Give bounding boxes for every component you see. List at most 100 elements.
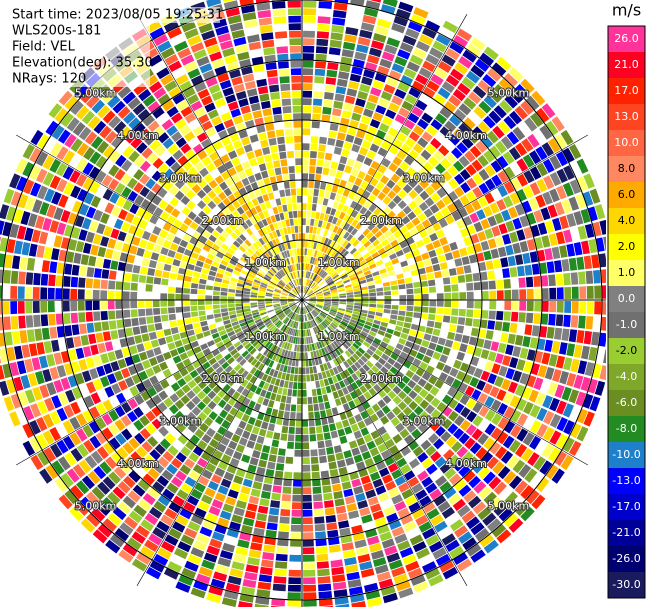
radar-gate <box>375 259 384 267</box>
radar-gate <box>202 184 212 194</box>
radar-gate <box>181 255 190 263</box>
radar-gate <box>306 210 311 218</box>
radar-gate <box>58 494 73 510</box>
radar-gate <box>152 126 165 138</box>
radar-gate <box>401 172 412 183</box>
radar-gate <box>456 446 468 458</box>
colorbar-tick-label: -6.0 <box>616 396 637 409</box>
radar-gate <box>340 396 347 405</box>
radar-gate <box>493 502 508 516</box>
radar-gate <box>136 552 151 565</box>
radar-gate <box>310 449 318 457</box>
radar-gate <box>111 383 122 395</box>
radar-gate <box>512 459 526 474</box>
radar-gate <box>315 380 321 388</box>
radar-gate <box>321 371 327 379</box>
radar-gate <box>404 277 413 284</box>
radar-gate <box>70 185 81 199</box>
radar-gate <box>319 455 327 464</box>
radar-gate <box>392 395 402 405</box>
radar-gate <box>227 378 236 387</box>
radar-gate <box>311 388 317 397</box>
radar-gate <box>112 250 121 261</box>
radar-gate <box>568 389 580 404</box>
radar-gate <box>293 382 298 390</box>
radar-gate <box>302 487 312 495</box>
radar-gate <box>164 204 175 214</box>
radar-gate <box>454 402 465 414</box>
radar-gate <box>369 143 380 153</box>
radar-gate <box>262 146 271 155</box>
radar-gate <box>220 112 232 122</box>
radar-gate <box>216 443 227 453</box>
radar-gate <box>323 213 330 222</box>
radar-gate <box>291 290 297 295</box>
radar-gate <box>492 258 502 269</box>
radar-gate <box>145 398 156 410</box>
radar-gate <box>164 54 179 66</box>
radar-gate <box>353 485 364 495</box>
radar-gate <box>117 328 126 339</box>
radar-gate <box>309 301 316 303</box>
radar-gate <box>195 260 204 268</box>
radar-gate <box>206 162 216 173</box>
radar-gate <box>214 313 222 319</box>
radar-gate <box>208 234 217 243</box>
radar-gate <box>452 341 461 351</box>
radar-gate <box>270 280 277 285</box>
radar-gate <box>175 287 183 294</box>
radar-gate <box>164 508 178 520</box>
radar-gate <box>374 315 382 321</box>
radar-gate <box>332 391 339 399</box>
radar-gate <box>422 236 432 245</box>
radar-gate <box>390 352 399 361</box>
radar-gate <box>190 305 198 312</box>
radar-gate <box>265 161 274 170</box>
radar-gate <box>306 248 310 256</box>
radar-gate <box>418 201 429 212</box>
radar-gate <box>279 189 286 198</box>
radar-gate <box>201 156 212 167</box>
radar-gate <box>88 420 101 434</box>
radar-gate <box>170 161 181 173</box>
radar-gate <box>29 420 41 435</box>
radar-gate <box>315 426 323 434</box>
radar-gate <box>227 296 235 300</box>
radar-gate <box>429 488 442 501</box>
radar-gate <box>77 300 85 311</box>
radar-gate <box>298 286 301 293</box>
radar-gate <box>204 102 216 113</box>
radar-gate <box>453 552 468 565</box>
radar-gate <box>260 284 267 289</box>
radar-gate <box>138 88 152 102</box>
radar-gate <box>365 321 373 327</box>
radar-gate <box>231 255 239 263</box>
radar-gate <box>381 538 395 549</box>
radar-gate <box>128 437 140 450</box>
radar-gate <box>265 407 273 415</box>
radar-gate <box>332 350 339 358</box>
radar-gate <box>369 471 381 481</box>
radar-gate <box>487 518 502 532</box>
radar-gate <box>325 317 332 323</box>
radar-gate <box>197 178 208 189</box>
radar-gate <box>169 404 179 415</box>
radar-gate <box>288 257 293 265</box>
radar-gate <box>484 164 496 177</box>
radar-gate <box>135 362 145 373</box>
radar-gate <box>175 306 183 313</box>
radar-gate <box>136 142 148 154</box>
radar-gate <box>437 500 451 513</box>
radar-gate <box>273 160 281 168</box>
radar-gate <box>338 71 350 80</box>
radar-gate <box>304 286 308 294</box>
radar-gate <box>390 239 399 248</box>
radar-gate <box>398 107 410 118</box>
radar-gate <box>260 490 271 500</box>
radar-gate <box>154 269 163 278</box>
radar-gate <box>299 352 302 360</box>
radar-gate <box>168 60 182 73</box>
radar-gate <box>130 451 143 464</box>
radar-gate <box>123 309 131 318</box>
radar-gate <box>45 464 59 480</box>
